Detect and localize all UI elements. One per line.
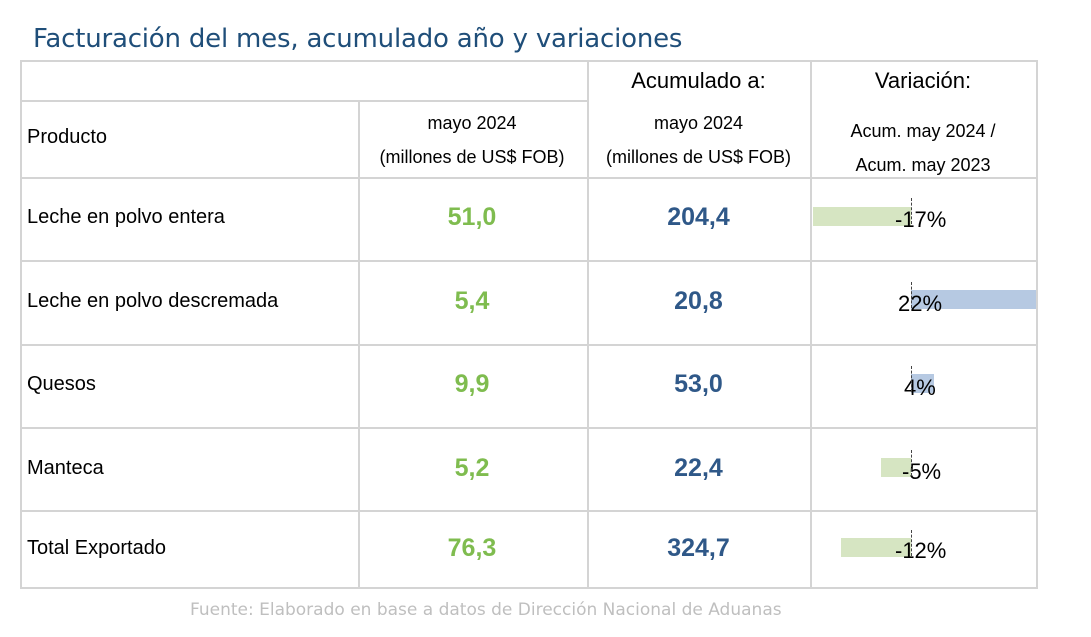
header-cumulative-line2: (millones de US$ FOB) [605,147,792,167]
variation-axis [911,450,912,476]
month-value: 51,0 [447,203,497,231]
grid-line [22,427,1036,429]
product-label: Leche en polvo entera [27,206,225,228]
cumulative-value: 20,8 [674,287,723,315]
variation-axis [911,530,912,556]
header-month-line1: mayo 2024 [427,113,517,133]
cumulative-value: 53,0 [674,370,723,398]
header-variation: Acum. may 2024 / Acum. may 2023 [810,114,1036,182]
header-cumulative-title: Acumulado a: [631,68,766,93]
variation-label: -12% [895,538,947,563]
variation-axis [911,282,912,308]
header-product: Producto [27,126,108,148]
cumulative-value: 204,4 [667,203,730,231]
month-value: 5,2 [454,454,490,482]
variation-bar [841,538,911,557]
product-label: Manteca [27,457,104,479]
variation-bar [881,458,911,477]
variation-axis [911,366,912,392]
variation-label: -17% [895,207,947,232]
grid-line [587,62,589,587]
variation-label: 22% [898,291,943,316]
month-value: 9,9 [454,370,490,398]
month-value: 76,3 [447,534,497,562]
header-cumulative: mayo 2024 (millones de US$ FOB) [587,106,810,174]
variation-label: -5% [902,459,942,484]
grid-line [22,260,1036,262]
grid-line [22,344,1036,346]
grid-line [810,62,812,587]
cumulative-value: 22,4 [674,454,723,482]
header-month: mayo 2024 (millones de US$ FOB) [358,106,586,174]
product-label: Total Exportado [27,537,166,559]
variation-bar [813,207,911,226]
header-variation-line1: Acum. may 2024 / [850,121,996,141]
source-note: Fuente: Elaborado en base a datos de Dir… [190,600,782,620]
grid-line [22,510,1036,512]
header-variation-line2: Acum. may 2023 [855,155,991,175]
variation-bar [911,290,1036,309]
header-month-line2: (millones de US$ FOB) [379,147,565,167]
page-title: Facturación del mes, acumulado año y var… [33,24,683,54]
month-value: 5,4 [454,287,490,315]
export-table [20,60,1038,589]
product-label: Quesos [27,373,96,395]
grid-line [358,100,360,587]
grid-line [22,100,587,102]
variation-axis [911,198,912,224]
product-label: Leche en polvo descremada [27,290,279,312]
grid-line [22,177,1036,179]
variation-label: 4% [904,375,936,400]
header-variation-title: Variación: [874,68,972,93]
header-cumulative-line1: mayo 2024 [653,113,744,133]
variation-bar [911,374,934,393]
cumulative-value: 324,7 [667,534,730,562]
